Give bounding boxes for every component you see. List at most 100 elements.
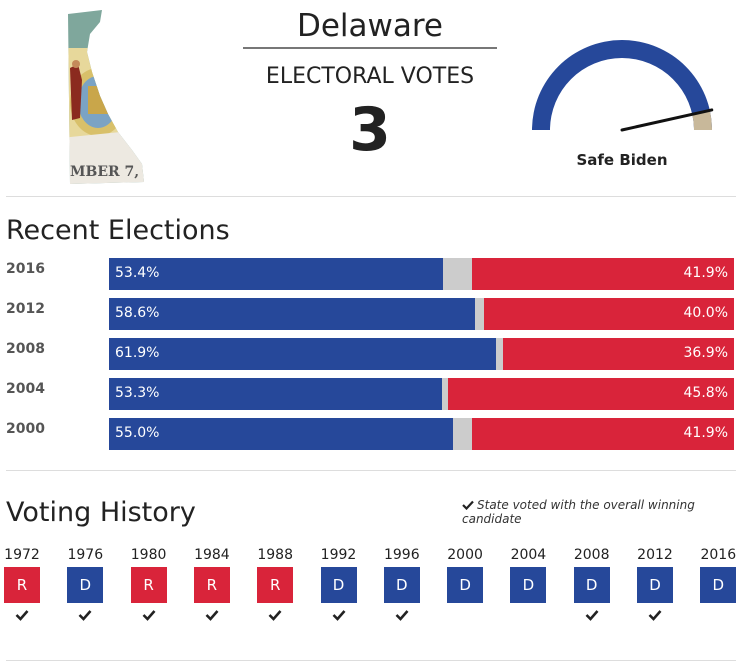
recent-elections-title: Recent Elections — [6, 215, 230, 246]
divider — [6, 470, 736, 471]
other-share-segment — [495, 338, 504, 370]
party-badge: D — [383, 567, 420, 603]
rep-percent: 40.0% — [683, 305, 728, 321]
history-item: 1996 D — [377, 547, 427, 626]
check-icon — [78, 610, 92, 621]
party-badge: R — [4, 567, 40, 603]
election-year-label: 2008 — [6, 341, 45, 357]
rep-percent: 41.9% — [683, 425, 728, 441]
electoral-votes-count: 3 — [349, 95, 391, 165]
winner-check — [377, 608, 427, 626]
winner-check — [0, 608, 47, 626]
history-item: 2008 D — [567, 547, 617, 626]
winner-check — [187, 608, 237, 626]
party-badge: D — [510, 567, 547, 603]
title-divider — [243, 47, 497, 49]
history-year: 1992 — [320, 547, 357, 563]
history-year: 1972 — [4, 547, 40, 563]
divider — [6, 196, 736, 197]
history-item: 2000 D — [440, 547, 490, 626]
history-item: 1972 R — [0, 547, 47, 626]
history-item: 1980 R — [124, 547, 174, 626]
winner-check — [693, 608, 740, 626]
history-item: 1976 D — [60, 547, 110, 626]
winner-check — [440, 608, 490, 626]
winner-check — [630, 608, 680, 626]
gauge-needle — [620, 108, 714, 132]
gauge-arc-dem — [532, 40, 712, 130]
rating-label: Safe Biden — [576, 151, 668, 169]
dem-percent: 55.0% — [115, 425, 160, 441]
election-result-bar: 55.0% 41.9% — [109, 418, 734, 450]
election-year-label: 2000 — [6, 421, 45, 437]
winner-check — [503, 608, 553, 626]
winner-check — [314, 608, 364, 626]
election-year-label: 2004 — [6, 381, 45, 397]
dem-percent: 53.4% — [115, 265, 160, 281]
history-year: 2000 — [447, 547, 483, 563]
rep-share-segment: 40.0% — [484, 298, 734, 330]
history-item: 1992 D — [314, 547, 364, 626]
check-icon — [585, 610, 599, 621]
dem-share-segment: 58.6% — [109, 298, 476, 330]
dem-share-segment: 61.9% — [109, 338, 496, 370]
history-year: 1988 — [257, 547, 293, 563]
check-icon — [648, 610, 662, 621]
other-share-segment — [442, 258, 473, 290]
election-result-bar: 58.6% 40.0% — [109, 298, 734, 330]
gauge-arc-rep — [692, 110, 712, 130]
history-year: 2016 — [700, 547, 737, 563]
dem-share-segment: 53.3% — [109, 378, 443, 410]
history-year: 1980 — [130, 547, 167, 563]
rep-share-segment: 41.9% — [472, 418, 734, 450]
history-item: 2004 D — [503, 547, 553, 626]
party-badge: R — [130, 567, 167, 603]
check-icon — [268, 610, 282, 621]
dem-share-segment: 53.4% — [109, 258, 443, 290]
other-share-segment — [452, 418, 473, 450]
election-result-bar: 61.9% 36.9% — [109, 338, 734, 370]
winner-check — [567, 608, 617, 626]
history-year: 1996 — [383, 547, 420, 563]
other-share-segment — [475, 298, 484, 330]
check-icon — [15, 610, 29, 621]
legend-note: State voted with the overall winning can… — [462, 498, 740, 526]
dem-percent: 53.3% — [115, 385, 160, 401]
other-share-segment — [442, 378, 448, 410]
winner-check — [124, 608, 174, 626]
check-icon — [205, 610, 219, 621]
divider — [6, 660, 736, 661]
election-year-label: 2016 — [6, 261, 45, 277]
party-badge: D — [637, 567, 673, 603]
dem-percent: 61.9% — [115, 345, 160, 361]
check-icon — [395, 610, 409, 621]
rep-percent: 45.8% — [683, 385, 728, 401]
history-year: 1976 — [67, 547, 104, 563]
party-badge: D — [447, 567, 484, 603]
history-item: 1988 R — [250, 547, 300, 626]
history-year: 2012 — [637, 547, 673, 563]
history-item: 1984 R — [187, 547, 237, 626]
election-result-bar: 53.3% 45.8% — [109, 378, 734, 410]
check-icon — [462, 500, 474, 511]
rep-percent: 36.9% — [683, 345, 728, 361]
history-year: 2004 — [510, 547, 547, 563]
electoral-votes-label: ELECTORAL VOTES — [265, 64, 475, 89]
party-badge: D — [320, 567, 357, 603]
election-year-label: 2012 — [6, 301, 45, 317]
party-badge: R — [257, 567, 294, 603]
dem-share-segment: 55.0% — [109, 418, 453, 450]
history-year: 1984 — [194, 547, 230, 563]
legend-text: State voted with the overall winning can… — [462, 498, 695, 526]
rep-share-segment: 36.9% — [503, 338, 734, 370]
party-badge: R — [193, 567, 230, 603]
winner-check — [250, 608, 300, 626]
history-item: 2016 D — [693, 547, 740, 626]
rep-share-segment: 45.8% — [447, 378, 734, 410]
delaware-map-image: MBER 7, 17 — [68, 10, 144, 184]
rating-gauge — [532, 40, 714, 132]
dem-percent: 58.6% — [115, 305, 160, 321]
state-title: Delaware — [296, 8, 444, 44]
check-icon — [332, 610, 345, 621]
party-badge: D — [67, 567, 104, 603]
